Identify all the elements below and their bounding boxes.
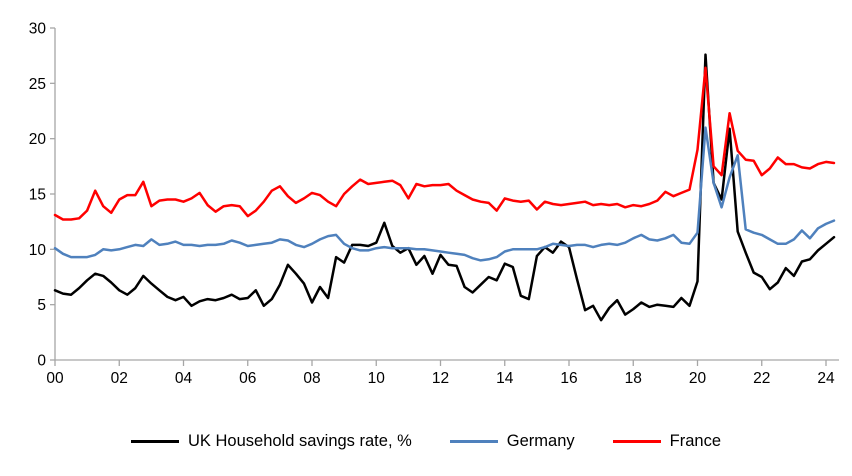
x-tick-label: 20 — [689, 370, 707, 387]
germany-line — [53, 126, 836, 262]
germany-legend-label: Germany — [506, 431, 575, 450]
y-tick-label: 5 — [37, 297, 46, 314]
y-tick-label: 10 — [29, 242, 47, 259]
x-tick-label: 16 — [560, 370, 577, 387]
x-tick-label: 06 — [239, 370, 256, 387]
legend-item-uk: UK Household savings rate, % — [131, 432, 412, 451]
germany-line-swatch — [449, 439, 498, 443]
y-tick-label: 25 — [29, 76, 46, 93]
legend: UK Household savings rate, % Germany Fra… — [0, 424, 852, 458]
x-tick-label: 24 — [817, 370, 835, 387]
uk-line — [53, 53, 836, 322]
x-tick-label: 08 — [303, 370, 320, 387]
legend-item-france: France — [612, 431, 721, 451]
uk-legend-label: UK Household savings rate, % — [188, 431, 412, 450]
x-tick-label: 10 — [368, 370, 386, 387]
y-tick-label: 20 — [29, 131, 47, 148]
france-line — [53, 66, 836, 221]
y-tick-label: 0 — [37, 353, 46, 370]
x-tick-label: 18 — [625, 370, 642, 387]
uk-line-swatch — [131, 439, 179, 443]
x-tick-label: 12 — [432, 370, 449, 387]
france-legend-label: France — [669, 431, 721, 450]
x-tick-label: 02 — [111, 370, 128, 387]
y-tick-label: 15 — [29, 187, 46, 204]
x-tick-label: 14 — [496, 370, 514, 387]
x-tick-label: 04 — [175, 370, 193, 387]
plot-area: 0 5 10 15 20 25 30 00 02 04 06 08 10 12 14 16 18 20 22 24 — [29, 21, 839, 387]
x-tick-label: 22 — [753, 370, 770, 387]
x-tick-label: 00 — [46, 370, 64, 387]
legend-item-germany: Germany — [449, 431, 575, 451]
france-line-swatch — [612, 439, 661, 443]
y-tick-label: 30 — [29, 21, 47, 38]
